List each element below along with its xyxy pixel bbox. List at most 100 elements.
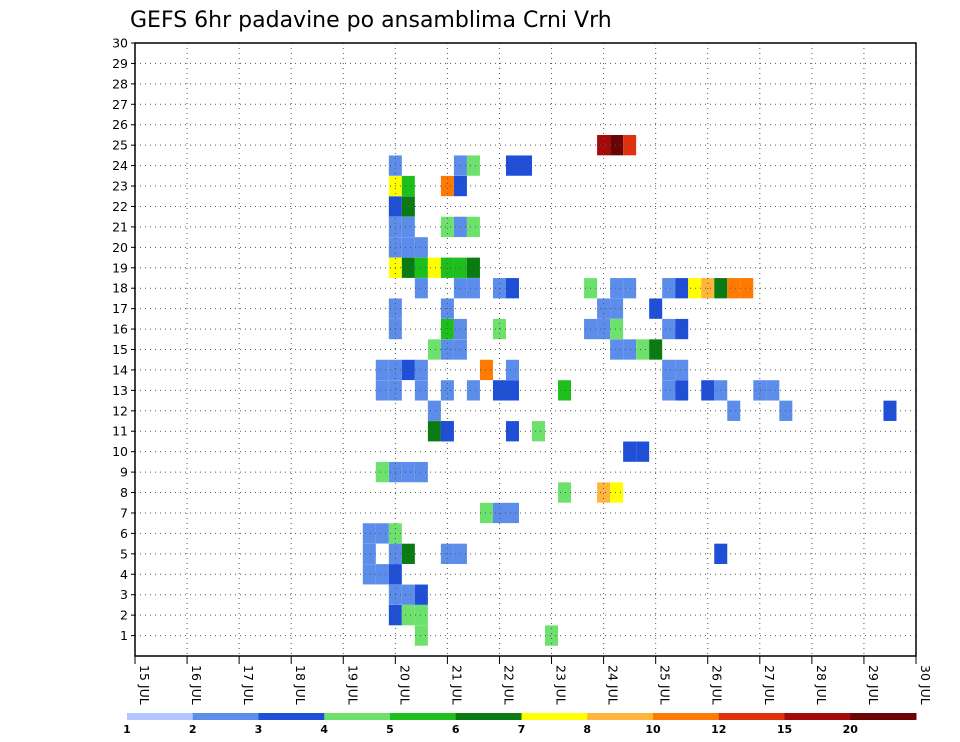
data-cell (610, 298, 624, 319)
x-tick-label: 23 JUL (554, 665, 569, 705)
y-tick-label: 15 (112, 342, 128, 357)
data-cell (440, 339, 454, 360)
colorbar-swatch (521, 713, 588, 720)
data-cell (414, 380, 428, 401)
colorbar: 1 2 3 4 5 6 7 8 10 12 15 20 (123, 713, 917, 736)
data-cell (401, 604, 415, 626)
data-cell (375, 523, 389, 544)
data-cell (401, 543, 415, 564)
plot-cells (362, 135, 897, 646)
y-tick-label: 18 (112, 281, 128, 296)
colorbar-label: 6 (452, 723, 460, 736)
data-cell (492, 318, 506, 340)
data-cell (623, 278, 637, 299)
data-cell (610, 278, 624, 299)
data-cell (401, 216, 415, 238)
x-tick-label: 18 JUL (293, 665, 308, 705)
data-cell (479, 502, 493, 524)
colorbar-label: 10 (645, 723, 661, 736)
x-axis: 15 JUL 16 JUL 17 JUL 18 JUL 19 JUL 20 JUL 21 J… (134, 656, 933, 705)
data-cell (466, 216, 480, 238)
x-tick-label: 28 JUL (814, 665, 829, 705)
data-cell (636, 441, 650, 462)
data-cell (414, 604, 428, 626)
data-cell (427, 421, 441, 442)
data-cell (492, 380, 506, 401)
colorbar-swatch (653, 713, 720, 720)
data-cell (610, 135, 624, 156)
data-cell (662, 380, 676, 401)
colorbar-label: 3 (255, 723, 263, 736)
data-cell (362, 543, 376, 564)
x-tick-label: 29 JUL (866, 665, 881, 705)
data-cell (766, 380, 780, 401)
data-cell (466, 380, 480, 401)
y-tick-label: 3 (120, 587, 128, 602)
data-cell (675, 278, 689, 299)
x-tick-label: 19 JUL (345, 665, 360, 705)
data-cell (636, 339, 650, 360)
data-cell (623, 339, 637, 360)
chart-title: GEFS 6hr padavine po ansamblima Crni Vrh (130, 8, 612, 33)
colorbar-label: 20 (843, 723, 859, 736)
y-tick-label: 4 (120, 567, 128, 582)
data-cell (558, 482, 572, 503)
data-cell (427, 339, 441, 360)
colorbar-swatch (192, 713, 259, 720)
y-tick-label: 17 (112, 301, 128, 316)
data-cell (466, 278, 480, 299)
colorbar-swatch (587, 713, 654, 720)
y-tick-label: 11 (112, 424, 128, 439)
data-cell (440, 216, 454, 238)
y-tick-label: 21 (112, 219, 128, 234)
colorbar-swatch (784, 713, 851, 720)
data-cell (662, 278, 676, 299)
data-cell (505, 278, 519, 299)
data-cell (753, 380, 767, 401)
y-axis: 1234567891011121314151617181920212223242… (112, 36, 135, 643)
colorbar-label: 8 (583, 723, 591, 736)
data-cell (727, 400, 741, 421)
x-tick-label: 22 JUL (501, 665, 516, 705)
colorbar-swatch (324, 713, 391, 720)
data-cell (545, 625, 559, 646)
data-cell (727, 278, 741, 299)
data-cell (414, 584, 428, 605)
y-tick-label: 6 (120, 526, 128, 541)
data-cell (505, 359, 519, 381)
data-cell (440, 380, 454, 401)
y-tick-label: 28 (112, 76, 128, 91)
x-tick-label: 16 JUL (189, 665, 204, 705)
data-cell (662, 318, 676, 340)
data-cell (414, 237, 428, 258)
data-cell (414, 461, 428, 483)
x-tick-label: 26 JUL (710, 665, 725, 705)
data-cell (688, 278, 702, 299)
data-cell (414, 625, 428, 646)
y-tick-label: 29 (112, 56, 128, 71)
colorbar-label: 15 (777, 723, 792, 736)
data-cell (675, 359, 689, 381)
y-tick-label: 7 (120, 505, 128, 520)
y-tick-label: 16 (112, 322, 128, 337)
y-tick-label: 13 (112, 383, 128, 398)
y-tick-label: 10 (112, 444, 128, 459)
data-cell (440, 175, 454, 197)
x-tick-label: 21 JUL (449, 665, 464, 705)
data-cell (362, 564, 376, 585)
data-cell (414, 359, 428, 381)
data-cell (375, 359, 389, 381)
x-tick-label: 25 JUL (658, 665, 673, 705)
data-cell (401, 584, 415, 605)
colorbar-swatch (850, 713, 917, 720)
data-cell (558, 380, 572, 401)
data-cell (505, 155, 519, 176)
data-cell (466, 257, 480, 278)
data-cell (610, 339, 624, 360)
y-tick-label: 12 (112, 403, 128, 418)
colorbar-label: 5 (386, 723, 394, 736)
y-tick-label: 23 (112, 179, 128, 194)
colorbar-swatch (258, 713, 325, 720)
x-tick-label: 30 JUL (918, 665, 933, 705)
data-cell (375, 380, 389, 401)
